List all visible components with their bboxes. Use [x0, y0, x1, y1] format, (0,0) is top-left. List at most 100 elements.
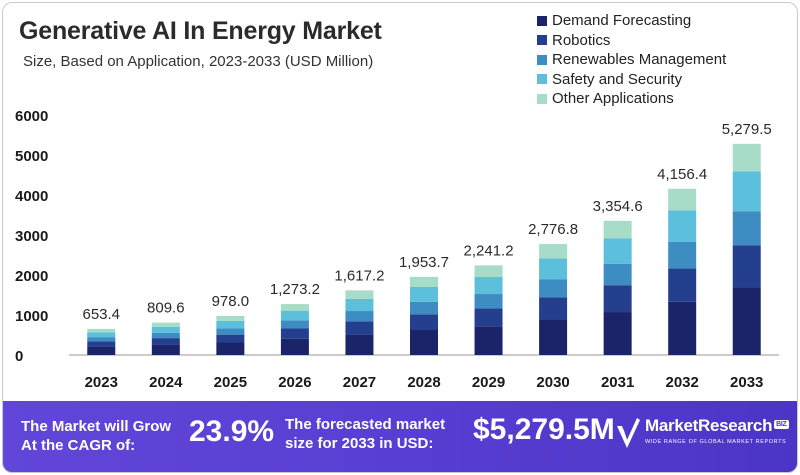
bar-total-label: 809.6	[147, 300, 185, 317]
x-tick-label: 2033	[730, 374, 763, 391]
cagr-value: 23.9%	[189, 415, 275, 448]
bar-segment	[668, 241, 697, 269]
bar-segment	[539, 279, 568, 298]
bar-segment	[474, 294, 503, 309]
bar-segment	[280, 320, 309, 329]
x-tick-label: 2024	[149, 374, 183, 391]
brand-name-text: MarketResearch	[645, 416, 773, 435]
bar-segment	[474, 265, 503, 277]
bar-segment	[345, 290, 374, 299]
bar-segment	[732, 143, 761, 172]
bar-segment	[603, 220, 632, 239]
bar-segment	[539, 319, 568, 355]
x-tick-label: 2027	[343, 374, 376, 391]
y-tick-label: 1000	[15, 308, 48, 325]
bar-segment	[732, 245, 761, 288]
legend-label: Robotics	[552, 31, 611, 49]
brand-name: MarketResearch BIZ	[645, 416, 789, 436]
bar-segment	[603, 312, 632, 355]
bar-segment	[603, 238, 632, 264]
bar-segment	[216, 328, 245, 335]
legend-swatch	[537, 74, 547, 85]
bar-segment	[280, 328, 309, 339]
forecast-caption-text: The forecasted market size for 2033 in U…	[285, 416, 446, 452]
x-tick-label: 2032	[665, 374, 698, 391]
legend-item: Renewables Management	[537, 50, 726, 70]
bar-segment	[151, 338, 180, 345]
bar-segment	[410, 330, 438, 355]
legend-label: Renewables Management	[552, 51, 727, 69]
bar-segment	[345, 321, 374, 335]
legend-label: Demand Forecasting	[552, 12, 692, 30]
bar-segment	[216, 334, 245, 343]
bar-segment	[474, 277, 503, 295]
legend-label: Other Applications	[552, 90, 674, 108]
x-tick-label: 2023	[85, 374, 118, 391]
bar-total-label: 1,273.2	[270, 281, 320, 298]
y-tick-label: 0	[15, 348, 23, 365]
bar-segment	[603, 263, 632, 286]
bar-segment	[87, 328, 116, 333]
bar-segment	[410, 276, 438, 287]
bar-total-label: 4,156.4	[657, 166, 707, 183]
bar-segment	[345, 311, 374, 322]
legend-label: Safety and Security	[552, 70, 683, 88]
bar-segment	[87, 346, 116, 355]
brand-logo: MarketResearch BIZ WIDE RANGE OF GLOBAL M…	[615, 414, 789, 458]
bar-segment	[668, 301, 697, 355]
bar-total-label: 5,279.5	[722, 121, 772, 138]
bar-segment	[345, 298, 374, 312]
bar-segment	[410, 287, 438, 302]
bar-segment	[474, 308, 503, 327]
cagr-caption-text: The Market will Grow At the CAGR of:	[21, 418, 172, 454]
bar-total-label: 978.0	[212, 293, 250, 310]
legend-item: Robotics	[537, 31, 726, 51]
bar-segment	[410, 314, 438, 330]
legend-item: Safety and Security	[537, 70, 726, 90]
y-tick-label: 5000	[15, 148, 48, 165]
bar-segment	[539, 243, 568, 259]
bar-total-label: 2,241.2	[464, 242, 514, 259]
bar-total-label: 1,953.7	[399, 254, 449, 271]
stacked-bar-chart: 0 1000 2000 3000 4000 5000 6000 653.4 2023 809.6 2…	[15, 108, 779, 391]
legend-swatch	[537, 93, 547, 104]
legend-item: Demand Forecasting	[537, 11, 726, 31]
x-tick-label: 2025	[214, 374, 247, 391]
legend-swatch	[537, 15, 547, 26]
legend-item: Other Applications	[537, 89, 726, 109]
x-tick-label: 2029	[472, 374, 505, 391]
y-tick-label: 2000	[15, 268, 48, 285]
bar-segment	[280, 310, 309, 321]
bar-segment	[668, 188, 697, 211]
bar-segment	[87, 337, 116, 342]
legend-swatch	[537, 54, 547, 65]
bar-segment	[216, 342, 245, 355]
bar-segment	[732, 171, 761, 212]
cagr-caption: The Market will Grow At the CAGR of:	[21, 417, 181, 455]
bar-segment	[474, 326, 503, 355]
bar-segment	[216, 320, 245, 329]
x-tick-label: 2030	[536, 374, 569, 391]
x-tick-label: 2031	[601, 374, 634, 391]
brand-tagline: WIDE RANGE OF GLOBAL MARKET REPORTS	[645, 439, 787, 445]
bar-total-label: 1,617.2	[334, 267, 384, 284]
bar-segment	[216, 315, 245, 321]
bar-segment	[151, 332, 180, 339]
bar-segment	[603, 285, 632, 313]
y-tick-label: 6000	[15, 108, 48, 125]
bar-segment	[280, 338, 309, 355]
legend-swatch	[537, 35, 547, 46]
bar-total-label: 3,354.6	[593, 198, 643, 215]
brand-check-icon	[617, 418, 640, 448]
legend: Demand Forecasting Robotics Renewables Man…	[537, 11, 726, 109]
y-tick-label: 3000	[15, 228, 48, 245]
bar-segment	[732, 287, 761, 355]
chart-subtitle: Size, Based on Application, 2023-2033 (U…	[23, 53, 374, 70]
footer-banner: The Market will Grow At the CAGR of: 23.…	[3, 401, 797, 472]
bar-total-label: 2,776.8	[528, 221, 578, 238]
bar-segment	[151, 322, 180, 327]
bar-segment	[151, 326, 180, 333]
forecast-caption: The forecasted market size for 2033 in U…	[285, 415, 460, 453]
bar-segment	[280, 304, 309, 311]
y-tick-label: 4000	[15, 188, 48, 205]
